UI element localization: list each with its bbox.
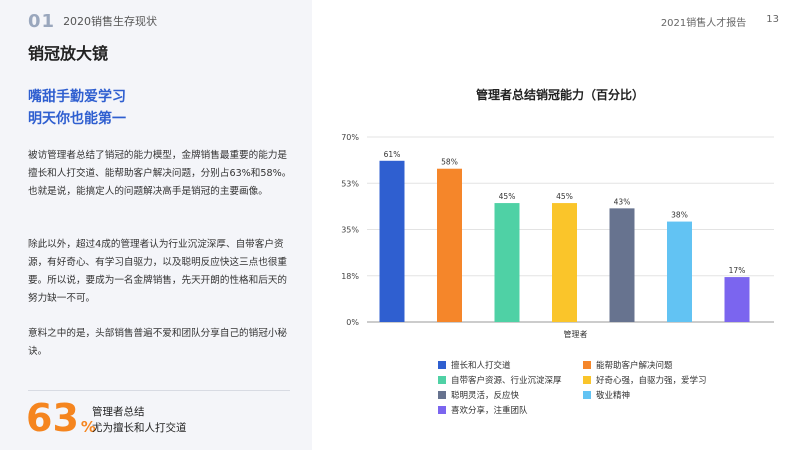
bar-value-label: 38% xyxy=(671,211,688,220)
legend-label: 擅长和人打交道 xyxy=(451,361,511,371)
page-number: 13 xyxy=(766,14,779,25)
report-title: 2021销售人才报告 xyxy=(660,18,747,29)
bar xyxy=(724,277,750,322)
bar xyxy=(552,203,577,322)
paragraph-1: 被访管理者总结了销冠的能力模型，金牌销售最重要的能力是擅长和人打交道、能帮助客户… xyxy=(28,150,292,197)
stat-unit: % xyxy=(80,418,96,436)
legend-item: 能帮助客户解决问题 xyxy=(583,359,753,371)
legend-swatch xyxy=(438,406,446,414)
bar-value-label: 61% xyxy=(384,150,401,159)
stat-caption: 管理者总结 尤为擅长和人打交道 xyxy=(92,404,187,436)
legend-label: 聪明灵活，反应快 xyxy=(451,391,520,401)
divider xyxy=(28,390,290,391)
y-tick-label: 70% xyxy=(341,133,359,142)
chart-legend: 擅长和人打交道 能帮助客户解决问题自带客户资源、行业沉淀深厚 好奇心强，自驱力强，爱… xyxy=(438,359,758,416)
left-panel xyxy=(0,0,312,450)
slogan: 嘴甜手勤爱学习 明天你也能第一 xyxy=(28,86,126,130)
bar-value-label: 45% xyxy=(556,192,573,201)
bar xyxy=(494,203,520,322)
legend-item: 喜欢分享，注重团队 xyxy=(438,404,583,416)
legend-swatch xyxy=(438,361,446,369)
legend-swatch xyxy=(583,391,591,399)
section-title: 2020销售生存现状 xyxy=(63,15,158,28)
legend-swatch xyxy=(583,376,591,384)
slogan-line-2: 明天你也能第一 xyxy=(28,111,126,127)
section-header: 01 2020销售生存现状 xyxy=(28,10,157,32)
legend-swatch xyxy=(583,361,591,369)
y-tick-label: 0% xyxy=(346,318,359,327)
stat-value: 63 xyxy=(26,396,79,440)
bar xyxy=(609,208,635,322)
legend-label: 自带客户资源、行业沉淀深厚 xyxy=(451,376,562,386)
legend-item: 自带客户资源、行业沉淀深厚 xyxy=(438,374,583,386)
bar-value-label: 45% xyxy=(499,192,516,201)
legend-item: 擅长和人打交道 xyxy=(438,359,583,371)
y-tick-label: 18% xyxy=(341,272,359,281)
legend-label: 好奇心强，自驱力强，爱学习 xyxy=(596,376,707,386)
key-stat: 63 % xyxy=(26,398,96,438)
report-header: 2021销售人才报告 13 xyxy=(661,14,779,29)
chart-title: 管理者总结销冠能力（百分比） xyxy=(475,88,644,102)
legend-item: 好奇心强，自驱力强，爱学习 xyxy=(583,374,753,386)
paragraph-2: 除此以外，超过4成的管理者认为行业沉淀深厚、自带客户资源，有好奇心、有学习自驱力… xyxy=(28,239,288,304)
legend-item: 聪明灵活，反应快 xyxy=(438,389,583,401)
bar xyxy=(379,160,405,322)
stat-caption-line-2: 尤为擅长和人打交道 xyxy=(92,422,187,434)
stat-caption-line-1: 管理者总结 xyxy=(92,406,145,418)
x-axis-label: 管理者 xyxy=(564,329,588,339)
y-tick-label: 35% xyxy=(341,226,359,235)
bar xyxy=(667,221,692,322)
paragraph-3: 意料之中的是，头部销售普遍不爱和团队分享自己的销冠小秘诀。 xyxy=(28,328,288,357)
legend-swatch xyxy=(438,376,446,384)
bar-value-label: 17% xyxy=(729,266,746,275)
y-tick-label: 53% xyxy=(341,179,359,188)
bar-chart: 0% 18% 35% 53% 70% 61% 58% 45% 45% 43% 38% 17% 管理者 xyxy=(341,133,774,339)
bar xyxy=(437,168,462,322)
legend-label: 喜欢分享，注重团队 xyxy=(451,406,528,416)
legend-item: 敬业精神 xyxy=(583,389,753,401)
slogan-line-1: 嘴甜手勤爱学习 xyxy=(28,89,126,105)
legend-label: 敬业精神 xyxy=(596,391,631,401)
legend-label: 能帮助客户解决问题 xyxy=(596,361,673,371)
bar-value-label: 43% xyxy=(614,197,631,206)
legend-swatch xyxy=(438,391,446,399)
bar-value-label: 58% xyxy=(441,158,458,167)
section-number: 01 xyxy=(28,10,56,32)
page-title: 销冠放大镜 xyxy=(28,44,109,63)
